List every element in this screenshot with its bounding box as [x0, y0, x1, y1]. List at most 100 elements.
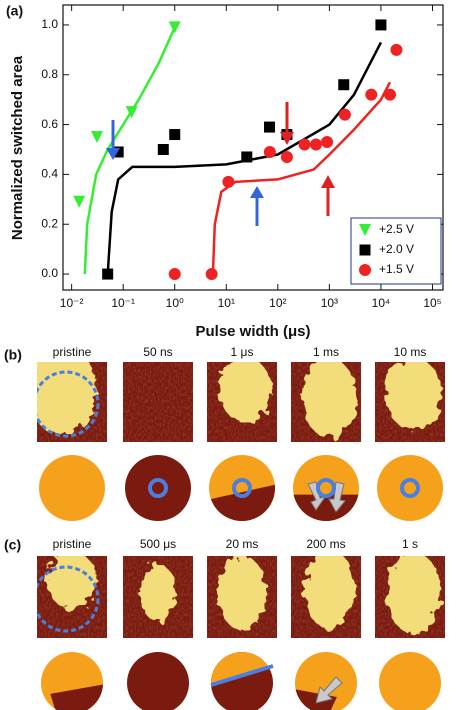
marker: [359, 264, 371, 276]
x-tick-label: 10¹: [218, 296, 235, 310]
domain: [211, 652, 273, 685]
domain-wall: [210, 664, 274, 687]
pfm-content: [291, 556, 361, 638]
marker: [264, 121, 276, 133]
y-tick-label: 0.6: [41, 117, 58, 131]
domain-blob: [385, 362, 442, 430]
x-tick-label: 10⁻²: [60, 296, 84, 310]
marker: [205, 268, 218, 281]
x-tick-label: 10³: [321, 296, 338, 310]
motion-arrow: [328, 481, 346, 513]
legend-label: +1.5 V: [379, 262, 414, 276]
fit-curve: [211, 81, 392, 275]
time-label: 10 ms: [394, 345, 427, 359]
domain-group: [50, 684, 103, 710]
arrow: [321, 175, 335, 188]
time-label: 1 s: [402, 537, 418, 551]
domain-blob: [305, 556, 354, 630]
marker: [375, 19, 387, 31]
x-tick-label: 10²: [269, 296, 286, 310]
domain: [293, 494, 359, 521]
marker: [338, 79, 350, 91]
domain-group: [293, 494, 359, 521]
domain-blob: [140, 564, 176, 622]
time-label: 50 ns: [143, 345, 172, 359]
x-tick-label: 10⁻¹: [111, 296, 135, 310]
y-tick-label: 0.2: [41, 216, 58, 230]
motion-arrow: [315, 676, 343, 704]
y-tick-label: 0.8: [41, 67, 58, 81]
panel-label: (b): [4, 347, 22, 363]
marker: [321, 136, 334, 149]
time-label: pristine: [53, 537, 92, 551]
y-tick-label: 1.0: [41, 17, 58, 31]
pfm-content: [291, 362, 361, 442]
pfm-content: [207, 362, 277, 442]
domain-disc: [379, 652, 441, 710]
time-label: pristine: [53, 345, 92, 359]
pfm-content: [207, 556, 277, 638]
marker: [263, 145, 276, 158]
legend-label: +2.0 V: [379, 242, 414, 256]
marker: [102, 268, 114, 280]
pfm-content: [375, 362, 445, 442]
pfm-content: [37, 556, 107, 638]
pfm-content: [37, 362, 107, 442]
marker: [359, 224, 371, 236]
marker: [298, 138, 311, 151]
tip-outline: [37, 565, 100, 633]
x-tick-label: 10⁰: [166, 296, 184, 310]
plot-frame: [62, 4, 444, 291]
time-label: 200 ms: [306, 537, 345, 551]
tip-ring: [148, 478, 168, 498]
x-axis-title: Pulse width (μs): [195, 323, 310, 340]
domain-blob: [217, 556, 267, 630]
marker: [365, 88, 378, 101]
marker: [338, 108, 351, 121]
marker: [168, 21, 181, 34]
marker: [280, 150, 293, 163]
domain-group: [209, 484, 275, 521]
marker: [90, 131, 103, 144]
time-label: 1 μs: [231, 345, 254, 359]
fit-curve: [83, 26, 176, 275]
marker: [241, 151, 253, 163]
domain-blob: [218, 362, 273, 422]
tip-ring: [232, 478, 252, 498]
marker: [157, 143, 169, 155]
domain: [209, 484, 275, 521]
marker: [112, 146, 124, 158]
domain-disc: [127, 652, 189, 710]
panel-label: (a): [6, 3, 23, 19]
marker: [73, 195, 86, 208]
y-axis-title: Normalized switched area: [9, 55, 26, 240]
legend-label: +2.5 V: [379, 222, 414, 236]
x-tick-label: 10⁵: [423, 296, 441, 310]
marker: [169, 129, 181, 141]
panel-label: (c): [4, 537, 21, 553]
y-tick-label: 0.4: [41, 167, 58, 181]
marker: [125, 106, 138, 119]
domain-blob: [47, 556, 97, 610]
tip-ring: [316, 478, 336, 498]
marker: [222, 175, 235, 188]
domain-group: [211, 652, 273, 685]
pfm-content: [123, 556, 193, 638]
marker: [359, 244, 371, 256]
tip-outline: [37, 370, 100, 438]
grain: [123, 362, 193, 442]
marker: [384, 88, 397, 101]
domain-disc: [125, 455, 191, 521]
domain: [50, 684, 103, 710]
arrow: [250, 186, 264, 198]
tip-ring: [400, 478, 420, 498]
marker: [390, 43, 403, 56]
domain-blob: [302, 362, 357, 438]
y-tick-label: 0.0: [41, 266, 58, 280]
domain-disc: [39, 455, 105, 521]
pfm-content: [123, 362, 193, 442]
arrows: [106, 102, 335, 226]
pfm-content: [375, 556, 445, 638]
